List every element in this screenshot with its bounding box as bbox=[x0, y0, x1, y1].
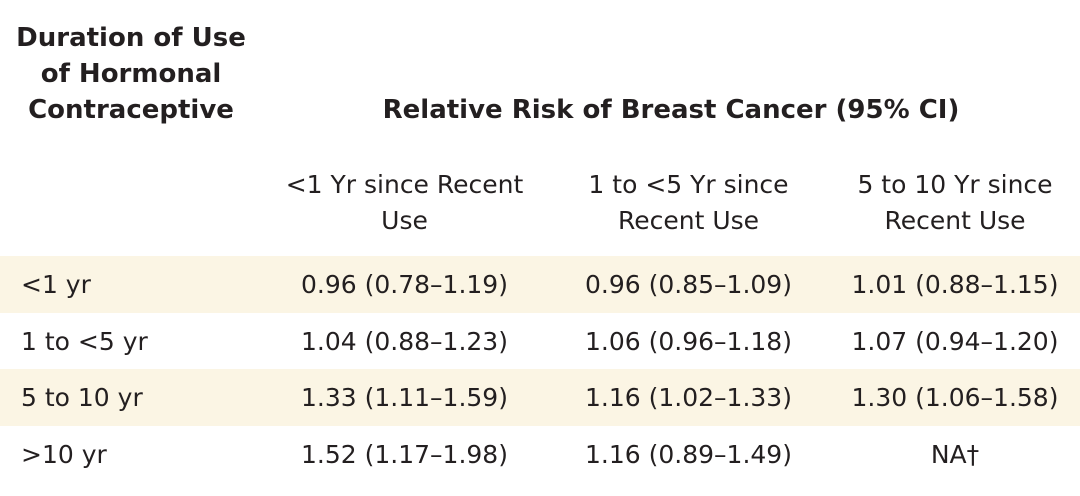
table-row: >10 yr 1.52 (1.17–1.98) 1.16 (0.89–1.49)… bbox=[0, 426, 1080, 483]
column-header-line1: <1 Yr since Recent bbox=[285, 170, 524, 199]
column-header-5to10yr: 5 to 10 Yr since Recent Use bbox=[830, 167, 1080, 239]
column-header-line2: Recent Use bbox=[617, 206, 760, 235]
duration-header-line3: Contraceptive bbox=[28, 95, 234, 125]
row-label: >10 yr bbox=[21, 440, 107, 469]
duration-header-line1: Duration of Use bbox=[16, 23, 246, 53]
table-cell: 0.96 (0.78–1.19) bbox=[301, 270, 508, 299]
table-cell: 1.16 (0.89–1.49) bbox=[585, 440, 792, 469]
table-cell: 1.04 (0.88–1.23) bbox=[301, 327, 508, 356]
table-row: 5 to 10 yr 1.33 (1.11–1.59) 1.16 (1.02–1… bbox=[0, 369, 1080, 426]
relative-risk-header: Relative Risk of Breast Cancer (95% CI) bbox=[382, 95, 960, 125]
row-label: 1 to <5 yr bbox=[21, 327, 148, 356]
table-cell: 1.30 (1.06–1.58) bbox=[851, 383, 1059, 412]
column-header-line2: Use bbox=[381, 206, 428, 235]
table-row: <1 yr 0.96 (0.78–1.19) 0.96 (0.85–1.09) … bbox=[0, 256, 1080, 313]
table-cell: 1.06 (0.96–1.18) bbox=[585, 327, 792, 356]
column-header-1to5yr: 1 to <5 Yr since Recent Use bbox=[547, 167, 830, 239]
table-row: 1 to <5 yr 1.04 (0.88–1.23) 1.06 (0.96–1… bbox=[0, 313, 1080, 370]
column-header-line2: Recent Use bbox=[884, 206, 1026, 235]
column-header-lt1yr: <1 Yr since Recent Use bbox=[262, 167, 547, 239]
column-header-line1: 1 to <5 Yr since bbox=[588, 170, 789, 199]
column-header-line1: 5 to 10 Yr since bbox=[857, 170, 1053, 199]
table-cell: 1.01 (0.88–1.15) bbox=[851, 270, 1059, 299]
row-label: 5 to 10 yr bbox=[21, 383, 143, 412]
table-cell: NA† bbox=[930, 440, 980, 469]
table-cell: 1.33 (1.11–1.59) bbox=[301, 383, 508, 412]
duration-header-line2: of Hormonal bbox=[40, 59, 222, 89]
row-label: <1 yr bbox=[21, 270, 91, 299]
table-cell: 0.96 (0.85–1.09) bbox=[585, 270, 792, 299]
table-cell: 1.16 (1.02–1.33) bbox=[585, 383, 792, 412]
duration-header: Duration of Use of Hormonal Contraceptiv… bbox=[0, 20, 262, 128]
table-cell: 1.07 (0.94–1.20) bbox=[851, 327, 1059, 356]
table-cell: 1.52 (1.17–1.98) bbox=[301, 440, 508, 469]
